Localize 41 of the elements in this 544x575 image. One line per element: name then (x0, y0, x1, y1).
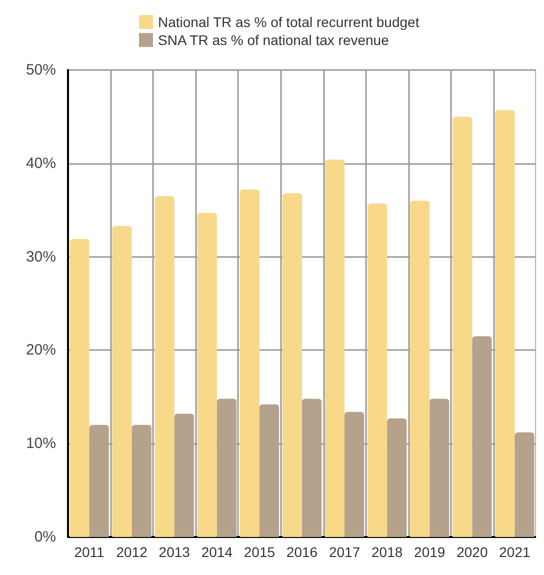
x-tick-label: 2015 (244, 544, 276, 560)
bar (132, 424, 152, 537)
y-tick-label: 20% (26, 342, 56, 359)
y-tick-label: 10% (26, 435, 56, 452)
bar (216, 398, 236, 537)
x-tick-label: 2012 (116, 544, 148, 560)
x-tick-label: 2018 (372, 544, 403, 560)
y-tick-label: 50% (26, 62, 56, 78)
bar (430, 398, 450, 537)
bar (154, 196, 174, 537)
x-tick-label: 2016 (286, 544, 318, 560)
bar (495, 110, 515, 537)
x-tick-label: 2020 (456, 544, 488, 560)
legend-label: National TR as % of total recurrent budget (158, 14, 420, 30)
bar (112, 226, 132, 537)
bar (197, 212, 217, 537)
legend-label: SNA TR as % of national tax revenue (158, 32, 390, 48)
y-tick-label: 40% (26, 154, 56, 172)
bar (368, 204, 388, 537)
bar (410, 200, 430, 537)
x-tick-label: 2021 (499, 544, 531, 560)
bar (324, 160, 345, 537)
bar (174, 414, 194, 537)
bar (387, 418, 407, 537)
bar (452, 116, 472, 537)
bar (240, 190, 260, 537)
bar (282, 193, 302, 537)
bar (259, 404, 280, 537)
x-tick-label: 2019 (414, 544, 446, 560)
bar (89, 424, 109, 537)
bar (472, 336, 492, 537)
x-tick-label: 2014 (201, 544, 233, 560)
bar (70, 239, 90, 537)
y-tick-label: 0% (34, 528, 56, 546)
bar (302, 398, 322, 537)
x-tick-label: 2013 (158, 544, 190, 560)
bar (344, 412, 364, 537)
y-tick-label: 30% (26, 248, 56, 266)
bar (514, 432, 534, 537)
x-tick-label: 2011 (74, 544, 105, 560)
x-tick-label: 2017 (328, 544, 360, 560)
